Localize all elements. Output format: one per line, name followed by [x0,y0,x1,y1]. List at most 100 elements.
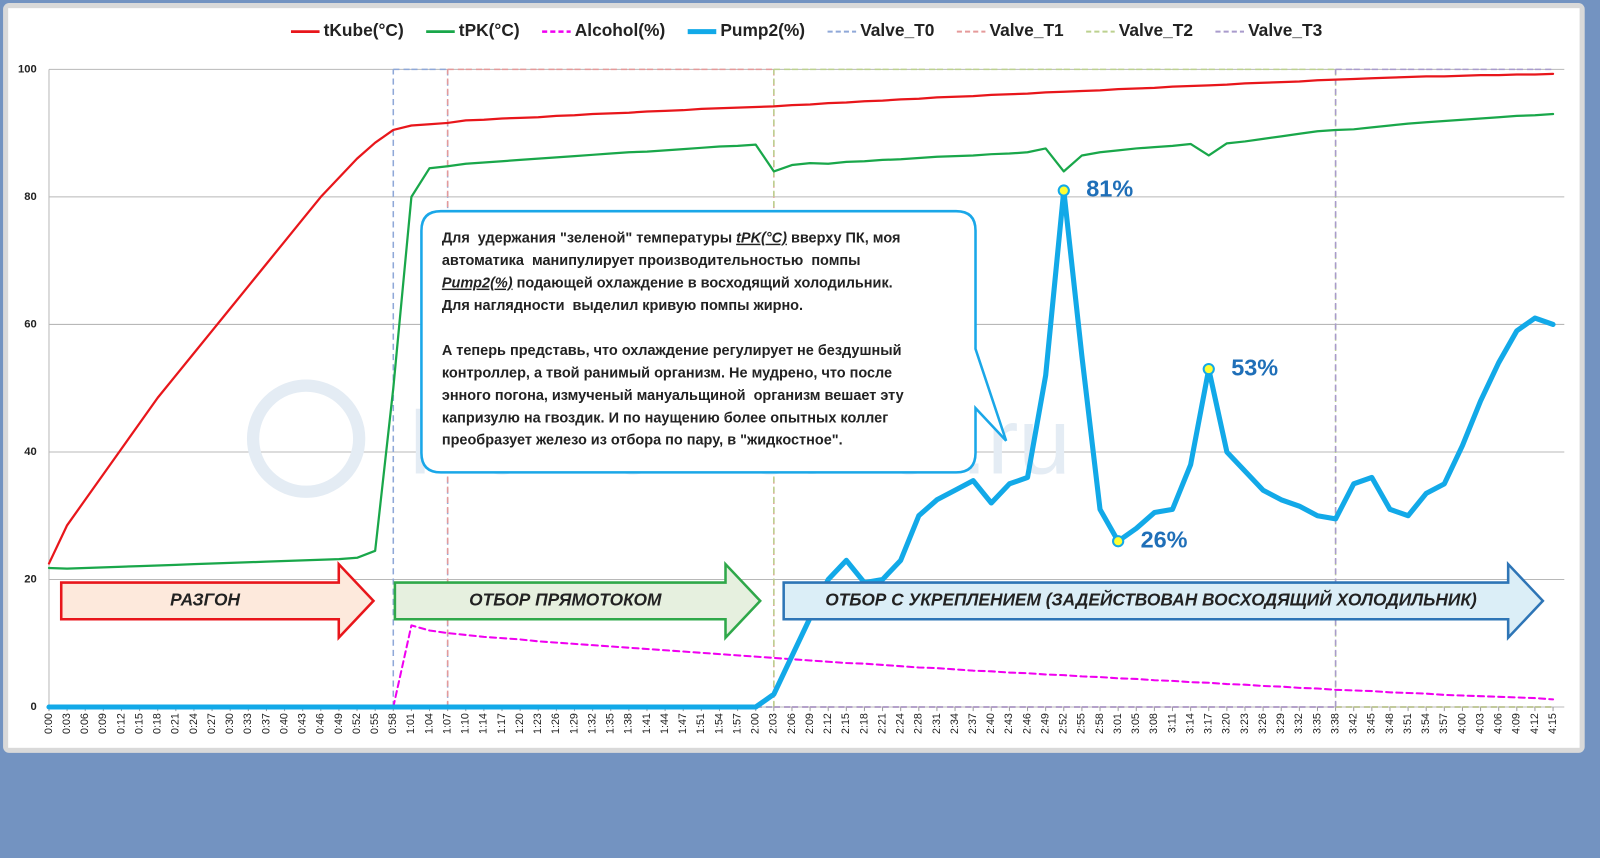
peak-marker [1202,362,1215,376]
x-tick-label: 3:01 [1112,713,1124,734]
x-tick-label: 1:54 [713,713,725,734]
series-line [47,72,1555,565]
x-tick-label: 3:26 [1257,713,1269,734]
stage-arrow [59,560,376,641]
x-tick-label: 1:44 [659,713,671,734]
peak-marker [1112,535,1125,548]
callout-text: А теперь представь, что охлаждение регул… [442,343,902,359]
callout-box [420,209,1008,474]
x-tick-label: 2:21 [876,713,888,734]
stage-arrow [782,560,1545,641]
x-tick-label: 0:18 [152,713,164,734]
x-tick-label: 3:35 [1311,713,1323,734]
x-tick-label: 0:52 [351,713,363,734]
x-tick-label: 2:46 [1021,713,1033,734]
x-tick-label: 0:27 [206,713,218,734]
x-tick-label: 1:51 [695,713,707,734]
x-tick-label: 2:18 [858,713,870,734]
series-line [392,624,1555,709]
x-tick-label: 1:47 [677,713,689,734]
x-tick-label: 3:11 [1166,713,1178,733]
value-label: 26% [1141,526,1188,552]
x-tick-label: 2:52 [1058,713,1070,734]
stage-label: РАЗГОН [170,589,240,609]
x-tick-label: 1:10 [460,713,472,734]
x-tick-label: 2:03 [768,713,780,734]
x-tick-label: 3:32 [1293,713,1305,734]
x-tick-label: 0:49 [333,713,345,734]
legend-label: tKube(°C) [324,20,404,40]
x-tick-label: 3:51 [1402,713,1414,734]
x-tick-label: 1:32 [586,713,598,734]
x-tick-label: 0:43 [297,713,309,734]
callout-line: контроллер, а твой ранимый организм. Не … [442,365,892,381]
x-tick-label: 4:00 [1456,713,1468,734]
x-tick-label: 0:00 [43,713,55,734]
x-tick-label: 3:23 [1239,713,1251,734]
callout-text: автоматика манипулирует производительнос… [442,253,861,269]
x-tick-label: 3:42 [1348,713,1360,734]
legend-item: tKube(°C) [290,20,404,40]
x-tick-label: 0:24 [188,713,200,734]
x-tick-label: 3:08 [1148,713,1160,734]
callout-text: контроллер, а твой ранимый организм. Не … [442,365,892,381]
x-tick-label: 1:41 [641,713,653,734]
x-tick-label: 3:17 [1203,713,1215,734]
callout-line: энного погона, измученый мануальщиной ор… [442,388,904,404]
x-tick-label: 1:04 [423,713,435,734]
x-tick-label: 4:03 [1474,713,1486,734]
x-tick-label: 1:20 [514,713,526,734]
legend: tKube(°C) tPK(°C) Alcohol(%) Pump2(%) Valve_… [290,20,1323,40]
callout-text: Для наглядности выделил кривую помпы жир… [442,298,803,314]
x-tick-label: 0:40 [278,713,290,734]
callout-text: подающей охлаждение в восходящий холодил… [513,275,893,291]
value-label: 53% [1231,354,1278,380]
x-tick-label: 0:37 [260,713,272,734]
x-tick-label: 1:07 [441,713,453,734]
legend-label: Valve_T2 [1119,20,1193,40]
legend-label: Pump2(%) [720,20,805,40]
x-tick-label: 0:30 [224,713,236,734]
x-tick-label: 0:58 [387,713,399,734]
x-tick-label: 3:57 [1438,713,1450,734]
x-tick-label: 1:29 [568,713,580,734]
x-tick-label: 2:43 [1003,713,1015,734]
callout-text: капризулю на гвоздик. И по наущению боле… [442,410,888,426]
x-tick-label: 3:05 [1130,713,1142,734]
x-tick-label: 1:14 [478,713,490,734]
x-tick-label: 2:34 [949,713,961,734]
callout-text: Pump2(%) [442,275,513,291]
x-tick-label: 2:40 [985,713,997,734]
x-tick-label: 4:15 [1547,713,1559,734]
value-label: 81% [1086,176,1133,202]
y-tick-label: 40 [24,446,36,458]
x-tick-label: 2:06 [786,713,798,734]
legend-label: Valve_T1 [989,20,1064,40]
x-tick-label: 1:01 [405,713,417,734]
legend-item: tPK(°C) [426,20,520,40]
x-tick-label: 3:54 [1420,713,1432,734]
legend-item: Valve_T0 [827,20,934,40]
stage-label: ОТБОР С УКРЕПЛЕНИЕМ (ЗАДЕЙСТВОВАН ВОСХОД… [825,589,1477,609]
callout-line: Pump2(%) подающей охлаждение в восходящи… [442,275,893,291]
x-tick-label: 3:14 [1184,713,1196,734]
legend-label: Valve_T3 [1248,20,1323,40]
callout-line: капризулю на гвоздик. И по наущению боле… [442,410,888,426]
callout-text: tPK(°C) [736,231,787,247]
y-tick-label: 0 [30,701,36,713]
x-tick-label: 1:23 [532,713,544,734]
series-line [46,187,1556,710]
x-tick-label: 3:48 [1384,713,1396,734]
x-tick-label: 2:58 [1094,713,1106,734]
x-tick-label: 0:55 [369,713,381,734]
y-tick-label: 60 [24,318,36,330]
x-tick-label: 2:09 [804,713,816,734]
x-tick-label: 4:06 [1493,713,1505,734]
legend-label: Alcohol(%) [575,20,665,40]
legend-item: Pump2(%) [687,20,805,40]
x-tick-label: 0:06 [79,713,91,734]
x-tick-label: 3:29 [1275,713,1287,734]
callout-text: преобразует железо из отбора по пару, в … [442,433,843,449]
